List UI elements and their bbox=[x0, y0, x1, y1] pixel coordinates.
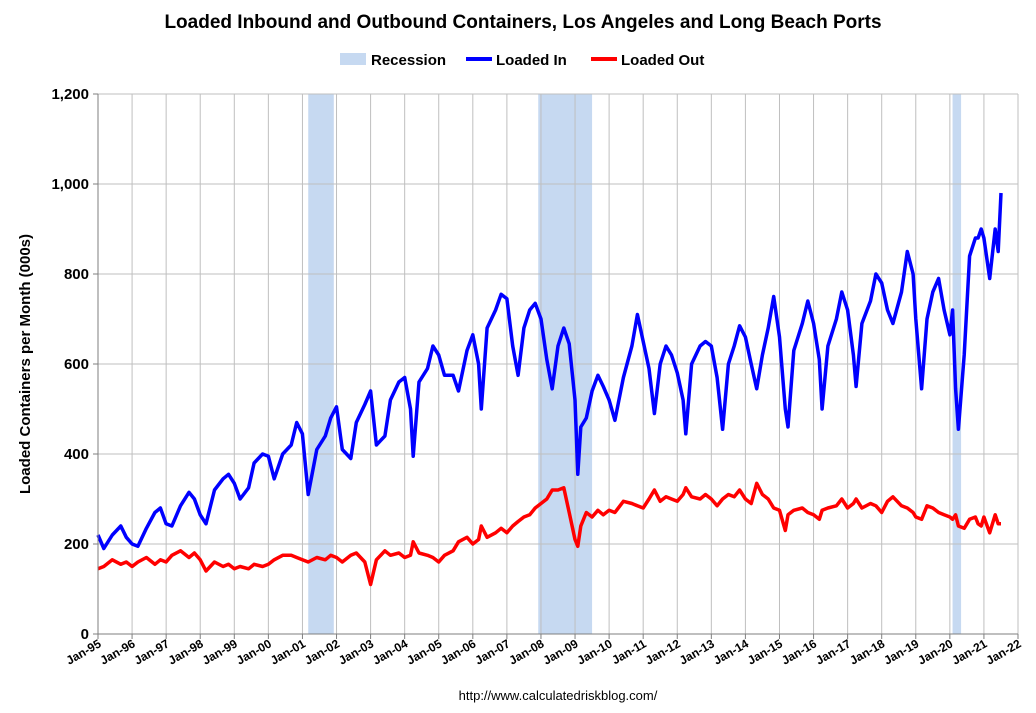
data-series bbox=[96, 192, 1003, 587]
legend-recession-label: Recession bbox=[371, 52, 446, 69]
legend: Recession Loaded In Loaded Out bbox=[340, 52, 704, 69]
gridlines bbox=[98, 93, 1019, 634]
y-tick-label: 400 bbox=[64, 446, 89, 463]
legend-loaded-in-label: Loaded In bbox=[496, 52, 567, 69]
legend-loaded-out-label: Loaded Out bbox=[621, 52, 704, 69]
series-line-loaded-in bbox=[96, 192, 1003, 551]
y-tick-label: 0 bbox=[81, 626, 89, 643]
source-url: http://www.calculatedriskblog.com/ bbox=[459, 688, 658, 703]
series-line-loaded-out bbox=[97, 481, 1001, 587]
chart-title: Loaded Inbound and Outbound Containers, … bbox=[164, 12, 881, 33]
y-tick-label: 200 bbox=[64, 536, 89, 553]
y-tick-label: 1,000 bbox=[51, 176, 89, 193]
y-tick-label: 800 bbox=[64, 266, 89, 283]
legend-recession-swatch bbox=[340, 53, 366, 65]
y-tick-label: 1,200 bbox=[51, 86, 89, 103]
y-axis-label: Loaded Containers per Month (000s) bbox=[17, 234, 34, 494]
y-tick-label: 600 bbox=[64, 356, 89, 373]
y-tick-labels: 0 200 400 600 800 1,000 1,200 bbox=[51, 86, 98, 643]
